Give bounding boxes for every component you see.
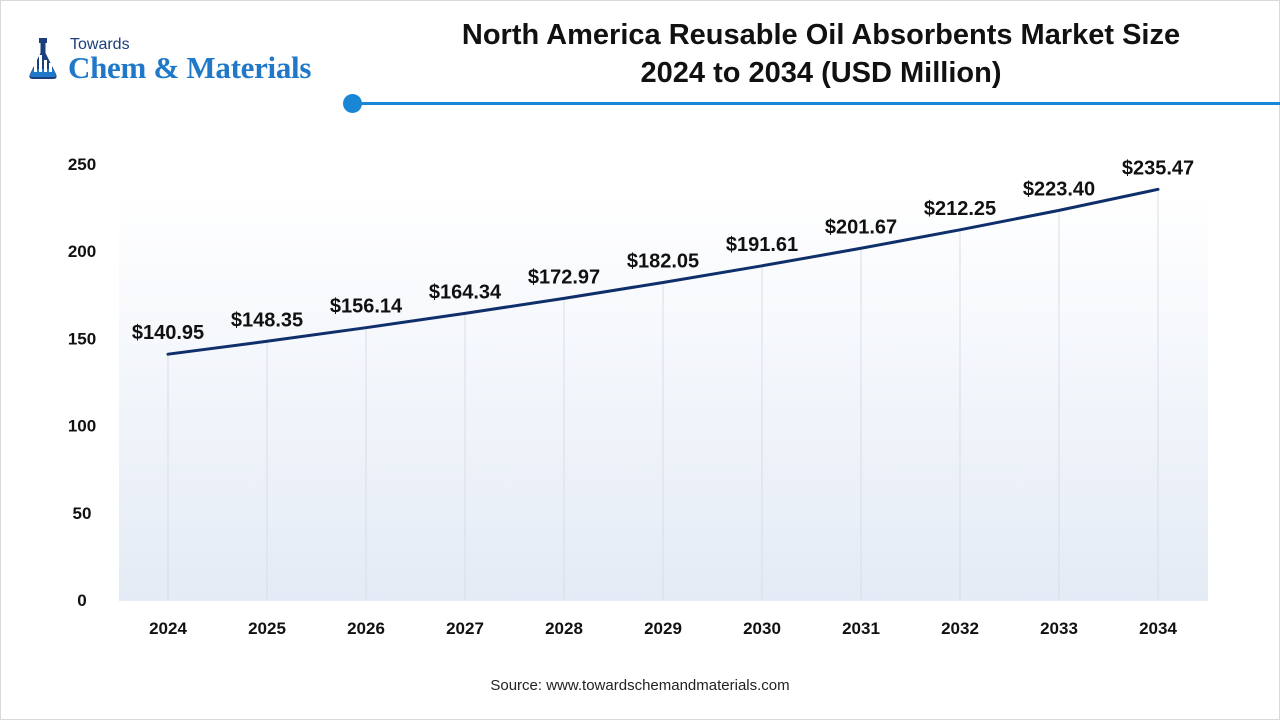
flask-icon — [29, 38, 57, 79]
y-tick-label-150: 150 — [68, 329, 96, 348]
x-tick-label-2024: 2024 — [149, 619, 187, 638]
data-label-2029: $182.05 — [627, 251, 699, 273]
x-tick-label-2031: 2031 — [842, 619, 880, 638]
chart-title: North America Reusable Oil Absorbents Ma… — [400, 16, 1242, 92]
data-label-2030: $191.61 — [726, 234, 798, 256]
title-divider — [352, 102, 1280, 105]
data-label-2033: $223.40 — [1023, 178, 1095, 200]
x-tick-label-2029: 2029 — [644, 619, 682, 638]
data-label-2024: $140.95 — [132, 322, 204, 344]
y-tick-label-50: 50 — [73, 504, 92, 523]
x-tick-label-2033: 2033 — [1040, 619, 1078, 638]
y-tick-label-250: 250 — [68, 155, 96, 174]
chart-title-line-2: 2024 to 2034 (USD Million) — [640, 57, 1002, 89]
x-tick-label-2028: 2028 — [545, 619, 583, 638]
data-label-2028: $172.97 — [528, 266, 600, 288]
y-tick-label-100: 100 — [68, 417, 96, 436]
brand-main-text: Chem & Materials — [68, 50, 312, 85]
x-tick-label-2030: 2030 — [743, 619, 781, 638]
title-divider-dot — [343, 94, 362, 113]
x-tick-label-2025: 2025 — [248, 619, 286, 638]
y-tick-label-0: 0 — [77, 591, 86, 610]
x-tick-label-2034: 2034 — [1139, 619, 1177, 638]
data-label-2031: $201.67 — [825, 216, 897, 238]
x-tick-label-2026: 2026 — [347, 619, 385, 638]
data-label-2027: $164.34 — [429, 281, 502, 303]
x-tick-label-2027: 2027 — [446, 619, 484, 638]
data-label-2032: $212.25 — [924, 198, 996, 220]
series-line — [166, 187, 1160, 356]
source-note: Source: www.towardschemandmaterials.com — [490, 677, 790, 694]
data-label-2025: $148.35 — [231, 309, 303, 331]
brand-logo: Towards Chem & Materials — [22, 36, 342, 86]
data-label-2026: $156.14 — [330, 296, 403, 318]
x-tick-label-2032: 2032 — [941, 619, 979, 638]
chart-title-line-1: North America Reusable Oil Absorbents Ma… — [461, 19, 1181, 51]
y-tick-label-200: 200 — [68, 242, 96, 261]
data-label-2034: $235.47 — [1122, 157, 1194, 179]
brand-top-text: Towards — [70, 36, 130, 53]
